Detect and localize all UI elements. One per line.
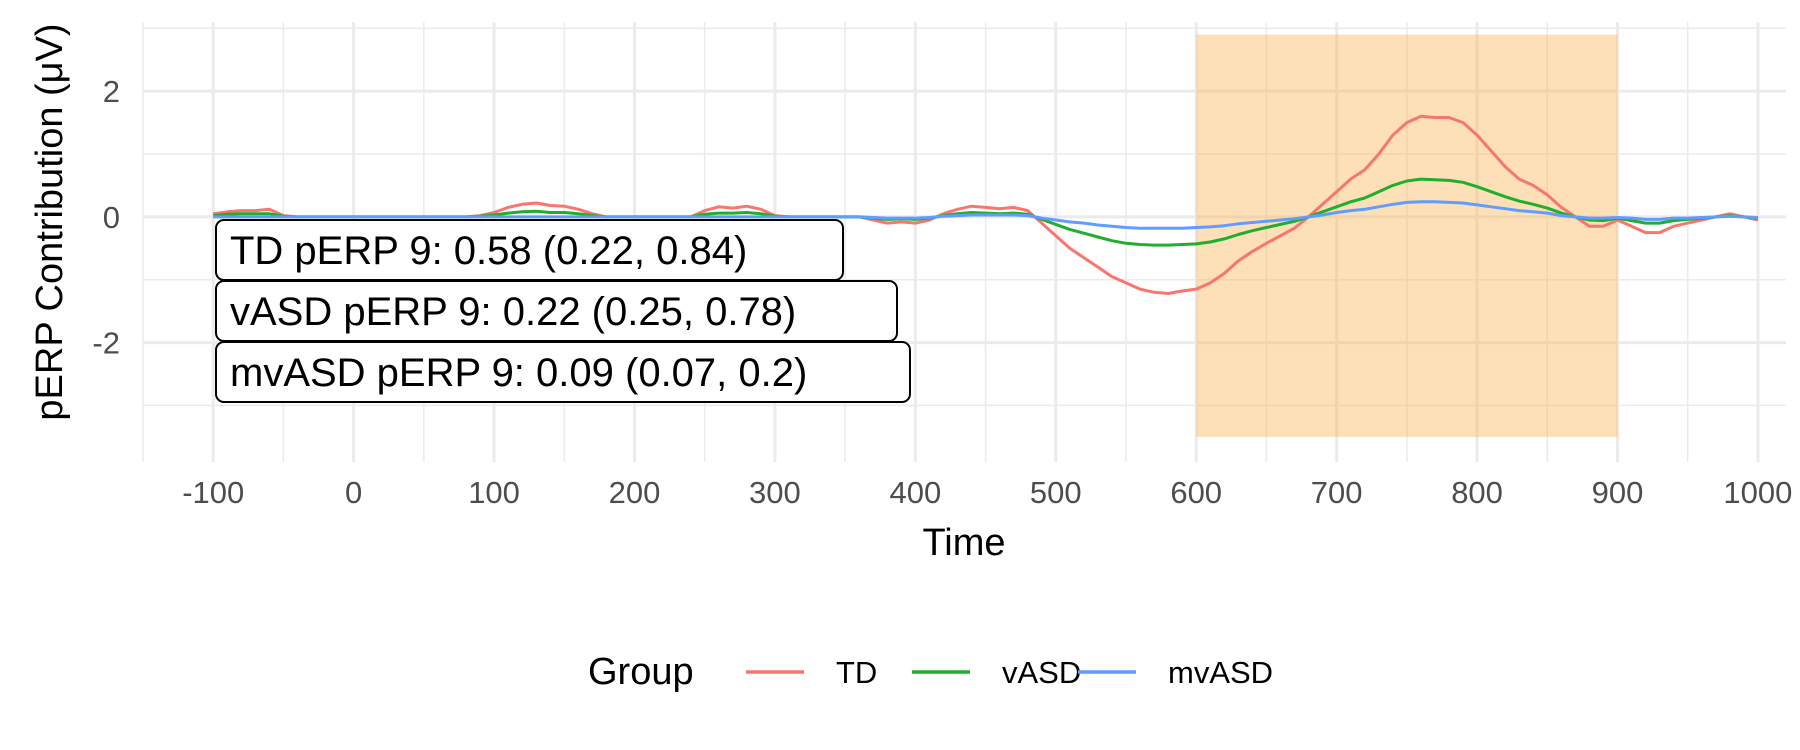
y-tick-label: 2 bbox=[103, 74, 120, 109]
legend-label: mvASD bbox=[1168, 655, 1273, 690]
highlight-region-layer bbox=[1196, 34, 1618, 437]
y-tick-label: 0 bbox=[103, 200, 120, 235]
x-tick-label: -100 bbox=[182, 475, 244, 510]
y-axis-ticks: -2 0 2 bbox=[92, 74, 120, 360]
legend-label: TD bbox=[836, 655, 877, 690]
highlight-region bbox=[1196, 34, 1618, 437]
annotation-labels: TD pERP 9: 0.58 (0.22, 0.84) vASD pERP 9:… bbox=[215, 219, 911, 403]
x-tick-label: 200 bbox=[609, 475, 661, 510]
x-tick-label: 900 bbox=[1592, 475, 1644, 510]
legend-title: Group bbox=[588, 651, 694, 693]
series-line-mvasd bbox=[213, 200, 1758, 230]
x-tick-label: 600 bbox=[1170, 475, 1222, 510]
series-lines bbox=[212, 114, 1759, 295]
x-tick-label: 1000 bbox=[1723, 475, 1792, 510]
annotation-box bbox=[215, 341, 911, 403]
x-tick-label: 300 bbox=[749, 475, 801, 510]
annotation-label: mvASD pERP 9: 0.09 (0.07, 0.2) bbox=[215, 341, 911, 403]
x-tick-label: 100 bbox=[468, 475, 520, 510]
x-tick-label: 800 bbox=[1451, 475, 1503, 510]
legend: Group TD vASD mvASD bbox=[588, 651, 1273, 693]
annotation-label: vASD pERP 9: 0.22 (0.25, 0.78) bbox=[215, 280, 898, 342]
x-tick-label: 400 bbox=[889, 475, 941, 510]
y-tick-label: -2 bbox=[92, 326, 120, 361]
y-axis-title: pERP Contribution (μV) bbox=[29, 23, 71, 420]
x-axis-title: Time bbox=[922, 522, 1005, 564]
x-axis-ticks: -100 0 100 200 300 400 500 600 700 800 900 1000 bbox=[182, 475, 1792, 510]
annotation-text: mvASD pERP 9: 0.09 (0.07, 0.2) bbox=[230, 351, 807, 395]
legend-item-td: TD bbox=[746, 655, 877, 690]
x-tick-label: 700 bbox=[1311, 475, 1363, 510]
x-tick-label: 0 bbox=[345, 475, 362, 510]
grid bbox=[142, 22, 1786, 462]
legend-item-vasd: vASD bbox=[912, 655, 1081, 690]
annotation-text: vASD pERP 9: 0.22 (0.25, 0.78) bbox=[230, 290, 796, 334]
legend-label: vASD bbox=[1002, 655, 1081, 690]
x-tick-label: 500 bbox=[1030, 475, 1082, 510]
annotation-text: TD pERP 9: 0.58 (0.22, 0.84) bbox=[230, 229, 747, 273]
annotation-label: TD pERP 9: 0.58 (0.22, 0.84) bbox=[215, 219, 844, 281]
legend-item-mvasd: mvASD bbox=[1078, 655, 1273, 690]
